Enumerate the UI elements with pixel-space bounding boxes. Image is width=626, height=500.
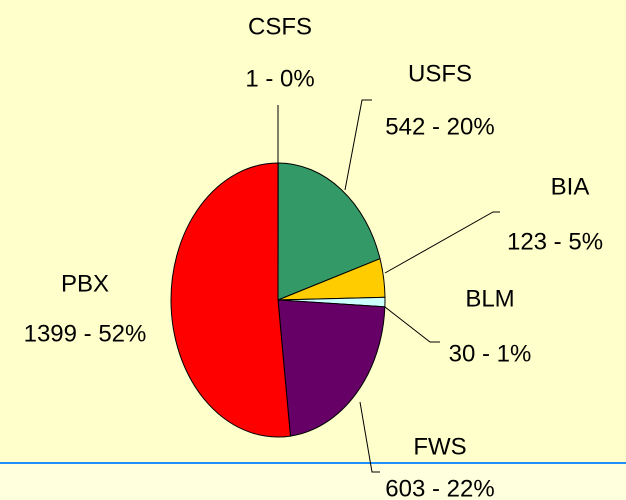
slice-name: PBX bbox=[61, 270, 109, 297]
slice-value-label: 1399 - 52% bbox=[24, 320, 147, 347]
leader-line bbox=[384, 306, 440, 343]
leader-line bbox=[384, 211, 500, 274]
slice-name: BLM bbox=[465, 285, 514, 312]
slice-value-label: 123 - 5% bbox=[507, 228, 603, 255]
slice-value-label: 542 - 20% bbox=[385, 113, 494, 140]
leader-line bbox=[359, 401, 380, 473]
slice-name: USFS bbox=[408, 60, 472, 87]
pie-slice bbox=[277, 299, 386, 437]
slice-value-label: 1 - 0% bbox=[245, 65, 314, 92]
leader-line bbox=[344, 99, 372, 191]
slice-name: BIA bbox=[551, 173, 590, 200]
pie-slice bbox=[170, 162, 291, 438]
slice-name: CSFS bbox=[248, 13, 312, 40]
pie-slice bbox=[277, 162, 381, 301]
slice-name: FWS bbox=[413, 433, 466, 460]
bottom-panel bbox=[0, 463, 626, 500]
slice-value-label: 30 - 1% bbox=[449, 340, 532, 367]
slice-value-label: 603 - 22% bbox=[385, 475, 494, 500]
